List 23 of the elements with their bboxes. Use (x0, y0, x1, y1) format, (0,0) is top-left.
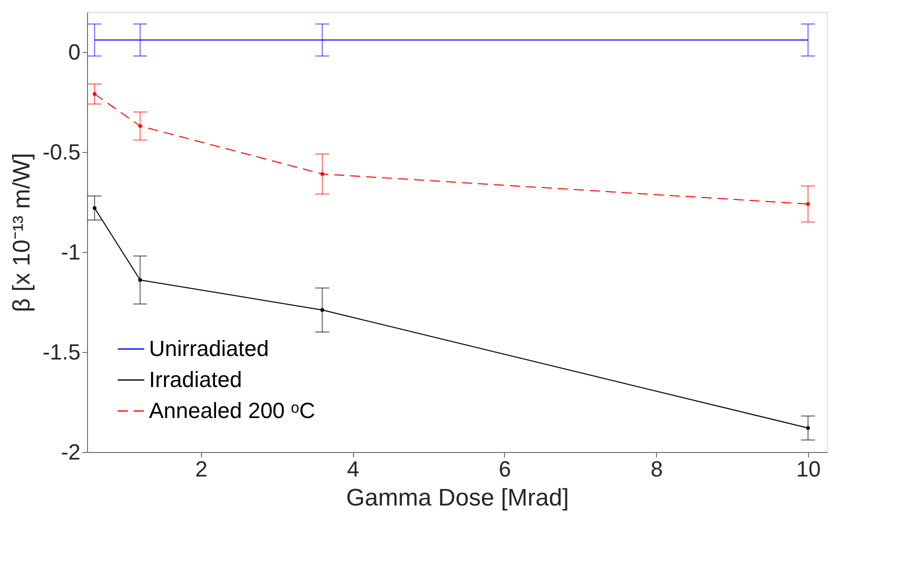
y-tick-label: -2 (60, 440, 80, 464)
x-tick-label: 2 (195, 456, 208, 482)
x-axis-title: Gamma Dose [Mrad] (346, 484, 569, 512)
y-axis-title: β [x 10⁻¹³ m/W] (8, 152, 36, 312)
point (138, 124, 142, 128)
y-tick-label: -1 (60, 240, 80, 264)
point (320, 172, 324, 176)
x-tick-label: 6 (498, 456, 512, 482)
point (138, 278, 142, 282)
x-tick-label: 4 (347, 456, 360, 482)
legend-label: Unirradiated (149, 336, 269, 361)
y-tick-label: 0 (68, 40, 80, 64)
point (92, 92, 96, 96)
point (320, 308, 324, 312)
legend-label: Irradiated (149, 367, 242, 392)
x-tick-label: 10 (796, 456, 821, 482)
point (92, 206, 96, 210)
y-tick-label: -1.5 (42, 340, 80, 364)
point (806, 202, 810, 206)
point (806, 426, 810, 430)
legend-label: Annealed 200 ᵒC (149, 398, 316, 423)
y-tick-label: -0.5 (42, 140, 80, 164)
x-tick-label: 8 (650, 456, 663, 482)
